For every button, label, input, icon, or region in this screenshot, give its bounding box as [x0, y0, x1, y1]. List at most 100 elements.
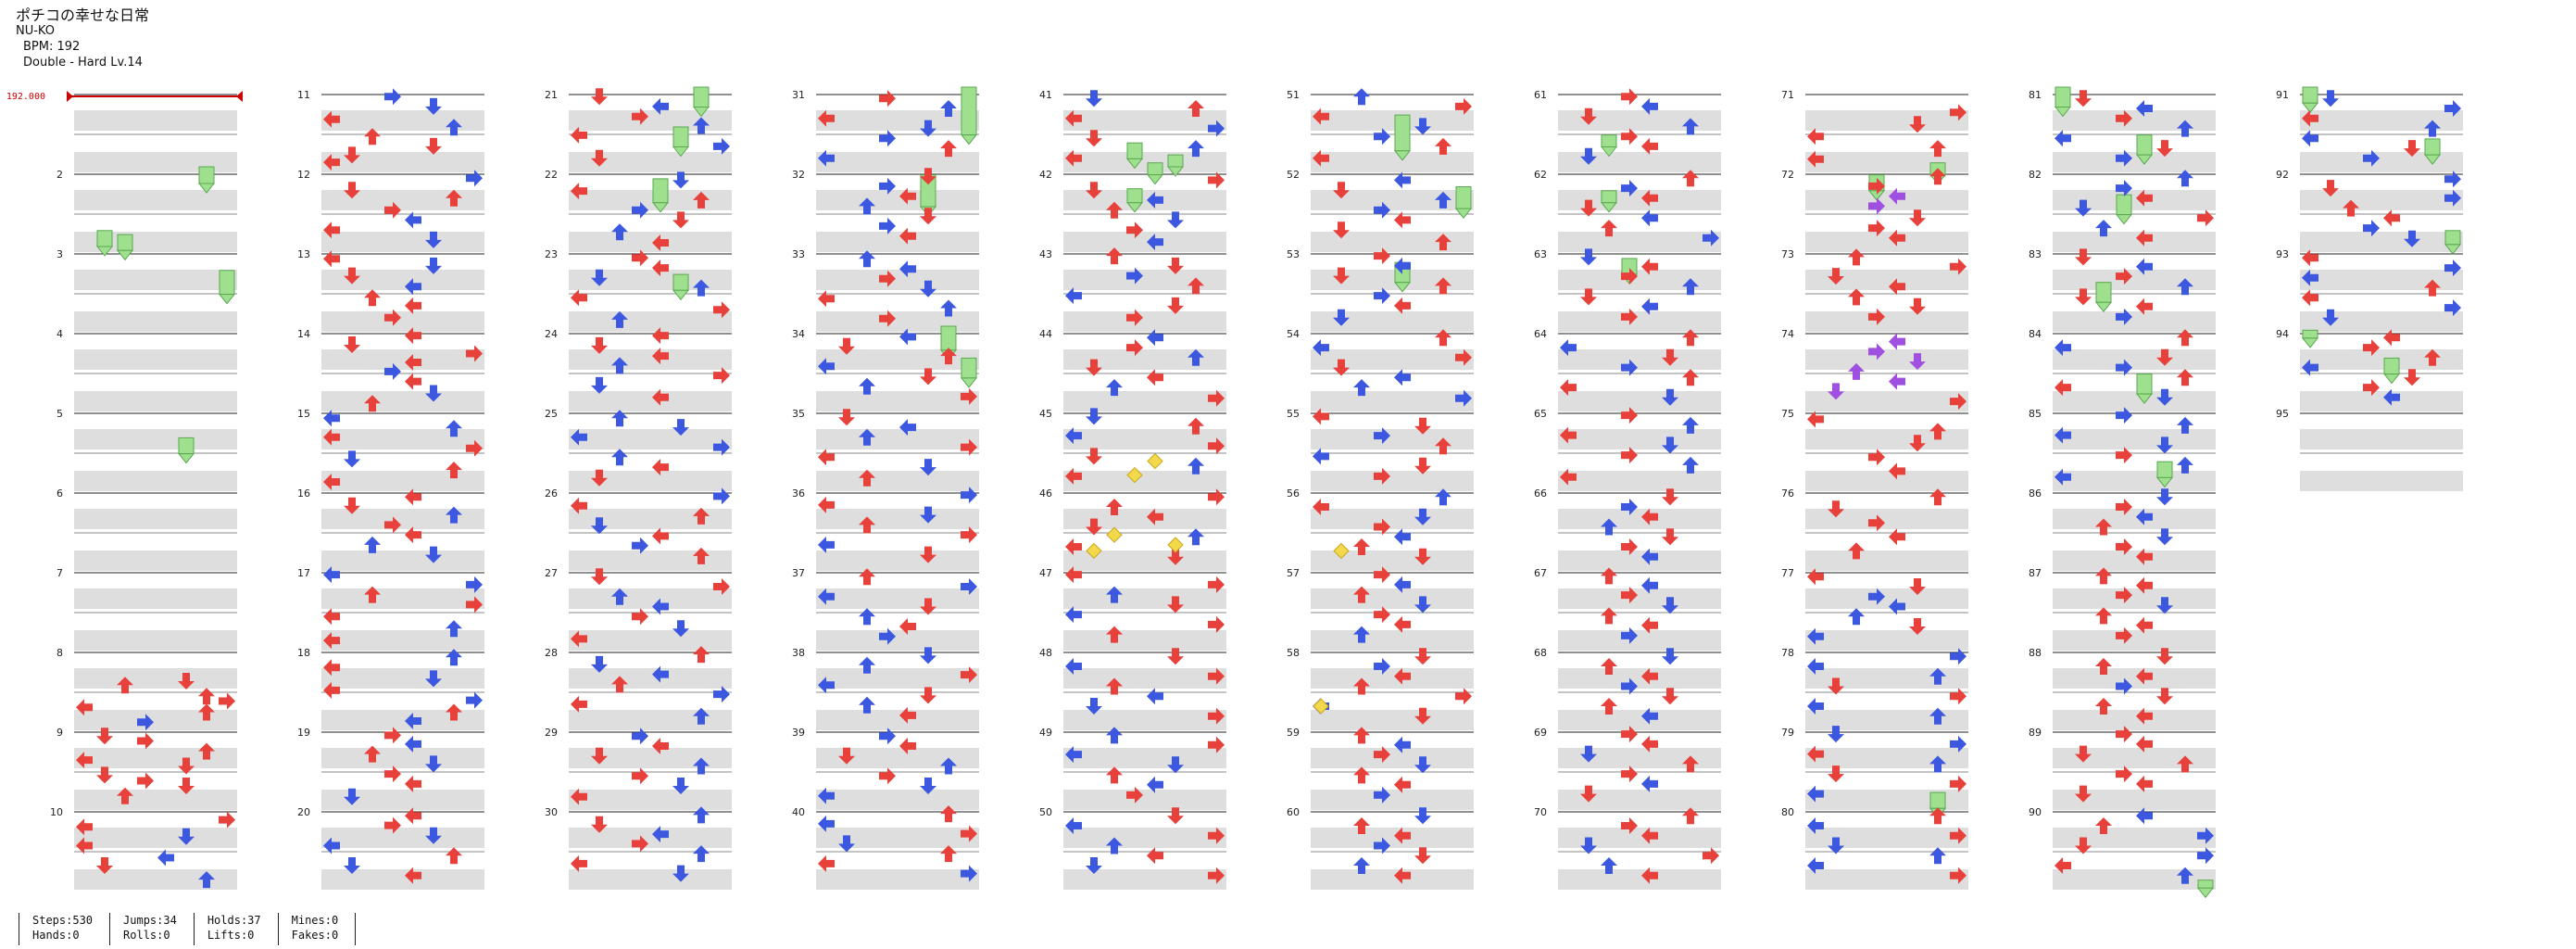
left-arrow-note	[405, 867, 421, 884]
measure-band	[1063, 471, 1226, 491]
up-arrow-note	[1682, 278, 1699, 296]
right-arrow-note	[1374, 746, 1390, 764]
down-arrow-note	[1414, 457, 1431, 474]
hold-tail	[2135, 393, 2154, 404]
measure-band	[2053, 311, 2216, 332]
right-arrow-note	[2444, 189, 2461, 207]
measure-band	[74, 391, 237, 411]
hold-body	[672, 126, 689, 147]
left-arrow-note	[2136, 508, 2153, 525]
down-arrow-note	[2404, 140, 2420, 158]
left-arrow-note	[2136, 576, 2153, 594]
up-arrow-note	[1601, 857, 1617, 874]
left-arrow-note	[652, 738, 669, 754]
measure-number: 58	[1287, 647, 1300, 659]
measure-number: 65	[1534, 408, 1547, 420]
left-arrow-note	[1313, 149, 1329, 167]
down-arrow-note	[2156, 597, 2173, 614]
down-arrow-note	[591, 655, 608, 673]
right-arrow-note	[384, 727, 401, 744]
up-arrow-note	[1106, 766, 1123, 784]
measure-number: 69	[1534, 727, 1547, 739]
measure-band	[816, 349, 979, 370]
down-arrow-note	[1414, 756, 1431, 774]
measure-number: 62	[1534, 169, 1547, 181]
up-arrow-note	[693, 117, 710, 134]
left-arrow-note	[1394, 827, 1411, 844]
hold-tail	[2196, 887, 2215, 899]
measure-band	[569, 630, 732, 651]
up-arrow-note	[1106, 727, 1123, 744]
down-arrow-note	[1086, 698, 1102, 715]
hold-tail	[2054, 107, 2072, 118]
right-arrow-note	[1868, 514, 1885, 532]
left-arrow-note	[1807, 627, 1824, 645]
measure-number: 48	[1039, 647, 1052, 659]
up-arrow-note	[1187, 100, 1204, 117]
left-arrow-note	[899, 419, 916, 437]
measure-number: 57	[1287, 567, 1300, 579]
up-arrow-note	[1353, 766, 1370, 784]
up-arrow-note	[1601, 658, 1617, 675]
up-arrow-note	[1106, 499, 1123, 515]
measure-band	[1063, 110, 1226, 131]
up-arrow-note	[1682, 807, 1699, 825]
left-arrow-note	[2136, 735, 2153, 753]
left-arrow-note	[1560, 468, 1577, 486]
up-arrow-note	[693, 547, 710, 564]
down-arrow-note	[2075, 785, 2092, 803]
right-arrow-note	[137, 772, 154, 790]
special-note	[1086, 542, 1102, 560]
special-note	[1333, 542, 1350, 560]
left-arrow-note	[405, 211, 421, 229]
right-arrow-note	[2116, 407, 2132, 424]
right-arrow-note	[1868, 343, 1885, 361]
hold-body	[2136, 134, 2153, 156]
measure-band	[321, 869, 484, 890]
down-arrow-note	[1909, 116, 1926, 133]
up-arrow-note	[2095, 658, 2112, 675]
hold-tail	[672, 289, 690, 301]
measure-band	[816, 828, 979, 848]
measure-number: 42	[1039, 169, 1052, 181]
left-arrow-note	[1807, 568, 1824, 586]
measure-number: 72	[1781, 169, 1794, 181]
measure-band	[1311, 630, 1474, 651]
hold-body	[940, 325, 957, 351]
up-arrow-note	[859, 696, 875, 714]
left-arrow-note	[571, 630, 587, 648]
up-arrow-note	[446, 462, 462, 479]
down-arrow-note	[838, 409, 855, 426]
measure-band	[321, 630, 484, 651]
down-arrow-note	[2156, 648, 2173, 665]
measure-band	[1558, 152, 1721, 172]
down-arrow-note	[2156, 688, 2173, 705]
right-arrow-note	[713, 578, 730, 595]
down-arrow-note	[425, 670, 442, 688]
stats-group-holds: Holds:37 Lifts:0	[193, 913, 278, 945]
left-arrow-note	[2055, 426, 2071, 444]
left-arrow-note	[323, 250, 340, 268]
right-arrow-note	[2197, 847, 2214, 865]
down-arrow-note	[1333, 182, 1350, 199]
left-arrow-note	[1147, 191, 1163, 209]
down-arrow-note	[838, 835, 855, 853]
measure-band	[1805, 349, 1968, 370]
up-arrow-note	[1929, 807, 1946, 825]
left-arrow-note	[1313, 448, 1329, 465]
up-arrow-note	[2177, 867, 2193, 884]
up-arrow-note	[693, 279, 710, 297]
right-arrow-note	[1950, 688, 1967, 705]
measure-band	[1805, 630, 1968, 651]
right-arrow-note	[384, 516, 401, 534]
down-arrow-note	[1414, 648, 1431, 665]
measure-number: 5	[57, 408, 63, 420]
measure-band	[1311, 349, 1474, 370]
down-arrow-note	[2156, 348, 2173, 366]
hold-body	[693, 86, 710, 108]
measure-band	[1558, 550, 1721, 571]
measure-band	[1311, 270, 1474, 290]
down-arrow-note	[178, 828, 195, 845]
up-arrow-note	[1106, 379, 1123, 397]
measure-number: 88	[2029, 647, 2042, 659]
